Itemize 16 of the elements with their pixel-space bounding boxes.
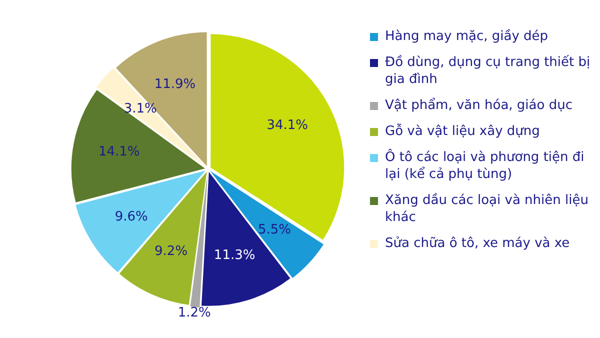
data-label: 3.1% xyxy=(124,101,157,116)
data-label: 9.2% xyxy=(154,244,188,259)
legend-label: Đồ dùng, dụng cụ trang thiết bị gia đình xyxy=(385,54,592,88)
data-label: 11.3% xyxy=(214,248,256,263)
legend-label: Hàng may mặc, giầy dép xyxy=(385,28,548,45)
legend-label: Gỗ và vật liệu xây dựng xyxy=(385,123,540,140)
data-label: 9.6% xyxy=(114,209,148,224)
legend-label: Vật phẩm, văn hóa, giáo dục xyxy=(385,97,572,114)
data-label: 5.5% xyxy=(258,222,292,238)
legend-label: Ô tô các loại và phương tiện đi lại (kể cả phụ tùng) xyxy=(385,149,586,183)
data-label: 11.9% xyxy=(154,77,196,92)
legend-label: Xăng dầu các loại và nhiên liệu khác xyxy=(385,192,590,226)
data-label: 1.2% xyxy=(178,306,211,321)
data-label: 34.1% xyxy=(266,118,308,134)
legend-label: Sửa chữa ô tô, xe máy và xe xyxy=(385,235,570,252)
data-label: 14.1% xyxy=(98,144,140,160)
